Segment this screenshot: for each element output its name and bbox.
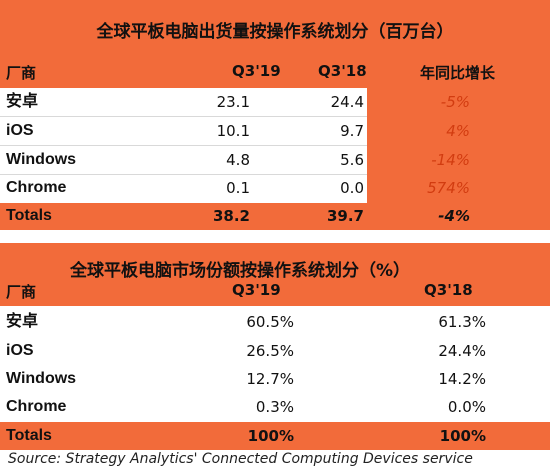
market-share-table-title: 全球平板电脑市场份额按操作系统划分（%）: [69, 261, 411, 281]
vendor-name: 安卓: [6, 313, 39, 330]
yoy-header: 年同比增长: [420, 64, 496, 82]
q3-19-share: 26.5%: [246, 342, 294, 360]
q3-19-total: 100%: [247, 427, 294, 445]
q3-18-total: 39.7: [326, 207, 364, 225]
shipments-table: 全球平板电脑出货量按操作系统划分（百万台） 厂商 Q3'19 Q3'18 年同比…: [0, 0, 550, 230]
market-share-body: [0, 306, 550, 422]
q3-18-share: 61.3%: [438, 313, 486, 331]
vendor-header: 厂商: [6, 64, 37, 82]
q3-19-value: 4.8: [226, 151, 250, 169]
q3-19-share: 12.7%: [246, 370, 294, 388]
q3-18-share: 14.2%: [438, 370, 486, 388]
totals-row: Totals 100% 100%: [0, 424, 550, 448]
q3-18-value: 9.7: [340, 122, 364, 140]
vendor-header: 厂商: [6, 283, 37, 301]
table-row: iOS 10.1 9.7 4%: [0, 119, 550, 143]
source-note: Source: Strategy Analytics' Connected Co…: [8, 451, 473, 467]
q3-18-header: Q3'18: [424, 281, 473, 299]
totals-label: Totals: [6, 427, 52, 444]
table-row: 安卓 23.1 24.4 -5%: [0, 90, 550, 114]
row-divider: [0, 145, 367, 146]
q3-19-value: 10.1: [216, 122, 250, 140]
table-row: Windows 4.8 5.6 -14%: [0, 148, 550, 172]
table-row: iOS 26.5% 24.4%: [0, 339, 550, 363]
q3-18-total: 100%: [439, 427, 486, 445]
vendor-name: 安卓: [6, 93, 39, 110]
q3-19-value: 0.1: [226, 179, 250, 197]
yoy-value: 4%: [446, 122, 470, 140]
market-share-table: 全球平板电脑市场份额按操作系统划分（%） 厂商 Q3'19 Q3'18 安卓 6…: [0, 243, 550, 450]
yoy-value: -14%: [431, 151, 470, 169]
yoy-total: -4%: [438, 207, 470, 225]
totals-label: Totals: [6, 207, 52, 224]
yoy-value: 574%: [427, 179, 470, 197]
q3-19-share: 0.3%: [255, 398, 294, 416]
q3-19-share: 60.5%: [246, 313, 294, 331]
vendor-name: iOS: [6, 342, 34, 359]
vendor-name: Chrome: [6, 398, 67, 415]
q3-19-header: Q3'19: [232, 281, 281, 299]
vendor-name: Chrome: [6, 179, 67, 196]
shipments-table-title: 全球平板电脑出货量按操作系统划分（百万台）: [96, 22, 454, 42]
q3-19-value: 23.1: [216, 93, 250, 111]
row-divider: [0, 174, 367, 175]
table-row: 安卓 60.5% 61.3%: [0, 310, 550, 334]
q3-18-share: 24.4%: [438, 342, 486, 360]
table-row: Chrome 0.3% 0.0%: [0, 395, 550, 419]
q3-18-value: 0.0: [340, 179, 364, 197]
q3-19-header: Q3'19: [232, 62, 281, 80]
q3-19-total: 38.2: [212, 207, 250, 225]
q3-18-share: 0.0%: [447, 398, 486, 416]
q3-18-value: 5.6: [340, 151, 364, 169]
q3-18-header: Q3'18: [318, 62, 367, 80]
vendor-name: Windows: [6, 151, 77, 168]
q3-18-value: 24.4: [330, 93, 364, 111]
row-divider: [0, 116, 367, 117]
totals-row: Totals 38.2 39.7 -4%: [0, 204, 550, 228]
vendor-name: iOS: [6, 122, 34, 139]
yoy-value: -5%: [440, 93, 470, 111]
table-row: Windows 12.7% 14.2%: [0, 367, 550, 391]
vendor-name: Windows: [6, 370, 77, 387]
table-row: Chrome 0.1 0.0 574%: [0, 176, 550, 200]
